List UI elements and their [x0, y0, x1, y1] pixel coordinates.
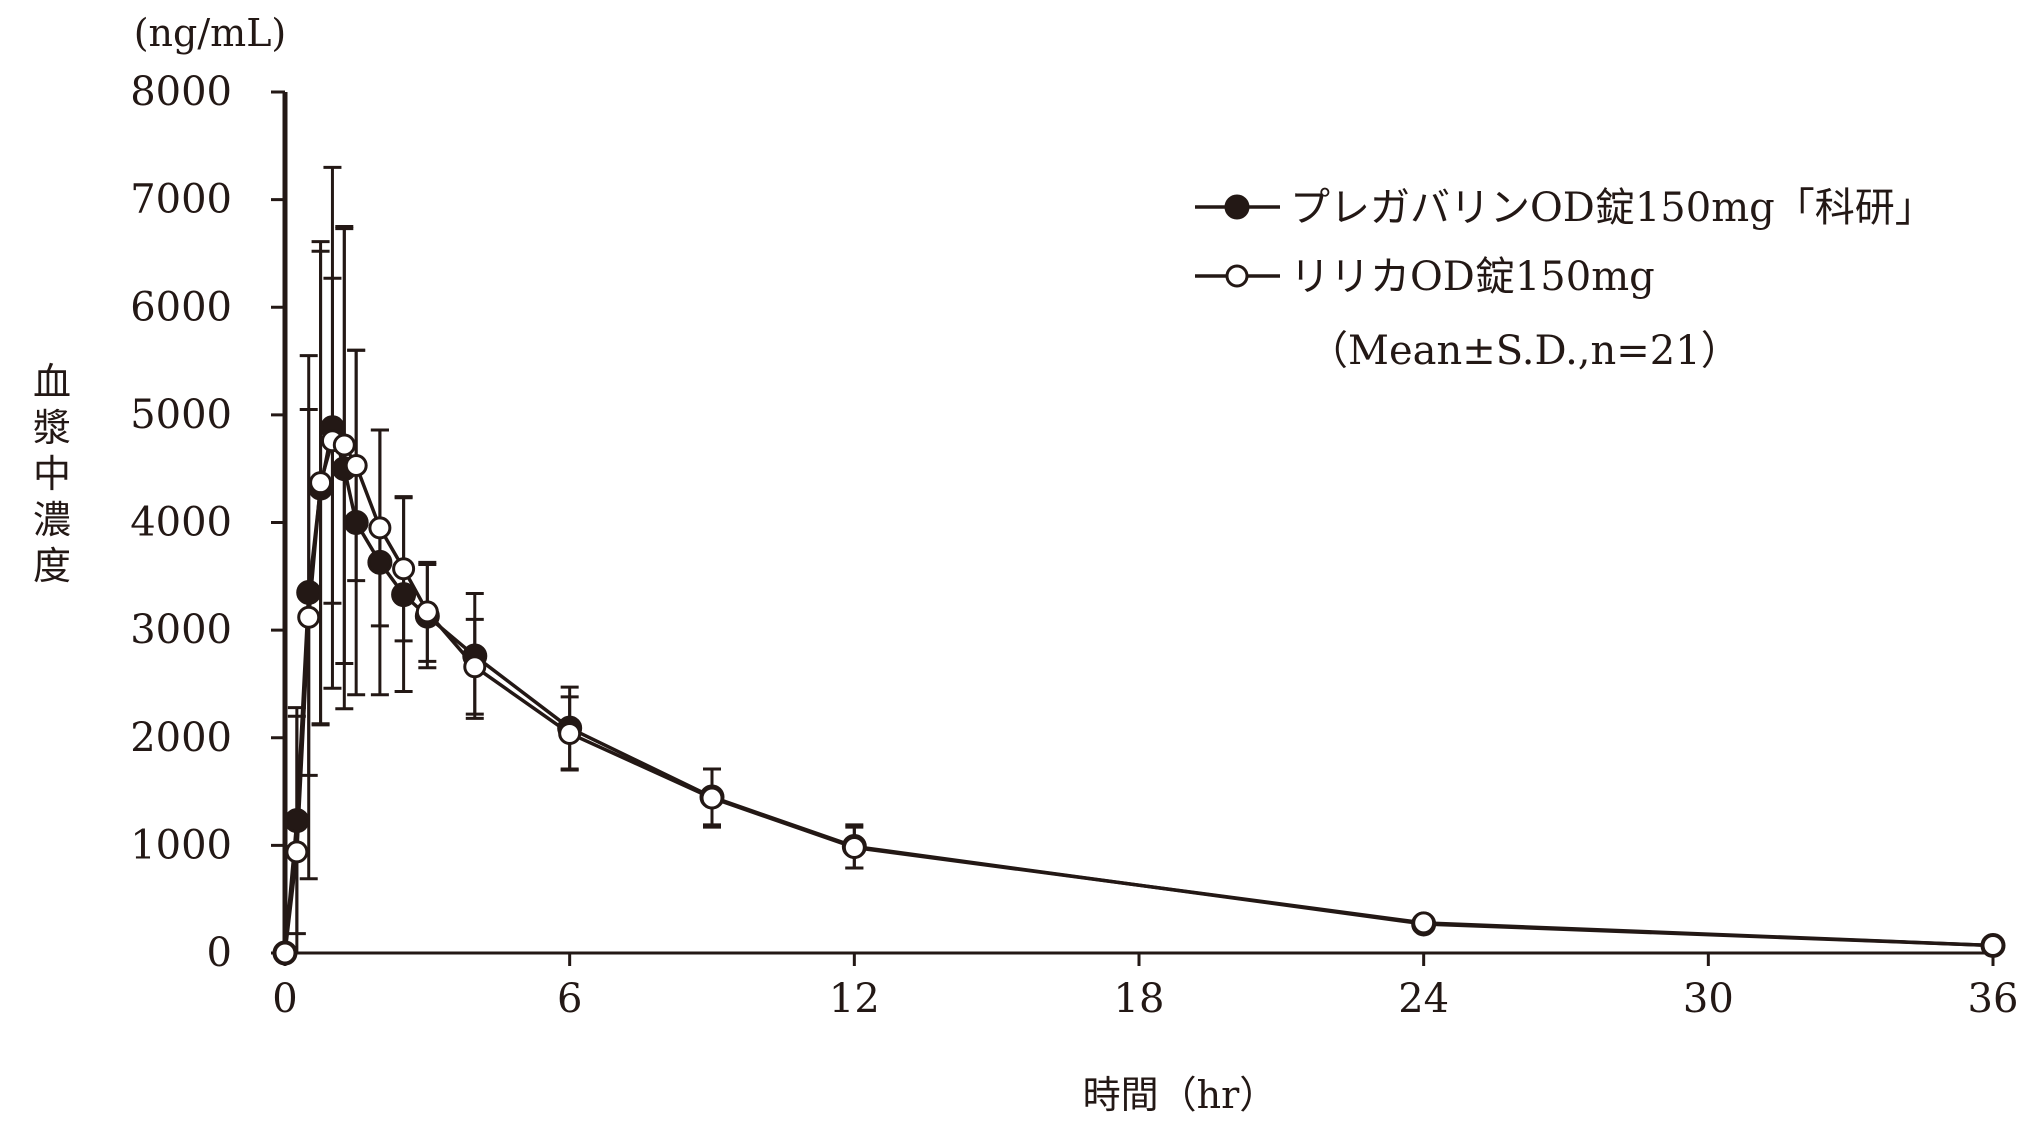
- y-axis-title: 血漿中濃度: [33, 360, 71, 588]
- data-point: [391, 582, 417, 608]
- data-point: [309, 471, 333, 495]
- data-point: [273, 941, 297, 965]
- series-2-markers: [273, 429, 2005, 965]
- x-tick-label: 0: [272, 976, 297, 1022]
- y-ticks: 0 1000 2000 3000 4000 5000 6000 7000 8000: [130, 69, 285, 976]
- data-point: [558, 721, 582, 745]
- data-point: [1981, 933, 2005, 957]
- data-point: [415, 600, 439, 624]
- data-point: [285, 840, 309, 864]
- data-point: [463, 655, 487, 679]
- legend-note: （Mean±S.D.,n=21）: [1308, 328, 1741, 374]
- series-1: [283, 165, 1994, 954]
- y-tick-label: 6000: [130, 284, 232, 330]
- y-tick-label: 7000: [130, 177, 232, 223]
- legend: プレガバリンOD錠150mg「科研」 リリカOD錠150mg （Mean±S.D…: [1195, 185, 1935, 374]
- x-axis-title: 時間（hr）: [1083, 1073, 1278, 1117]
- data-point: [842, 836, 866, 860]
- data-point: [367, 549, 393, 575]
- data-point: [344, 453, 368, 477]
- y-tick-label: 4000: [130, 500, 232, 546]
- x-tick-label: 6: [557, 976, 582, 1022]
- data-point: [392, 557, 416, 581]
- data-point: [332, 433, 356, 457]
- x-tick-label: 12: [829, 976, 880, 1022]
- y-unit-label: (ng/mL): [134, 11, 287, 55]
- legend-label-series-2: リリカOD錠150mg: [1290, 254, 1655, 300]
- data-point: [1412, 911, 1436, 935]
- y-tick-label: 3000: [130, 607, 232, 653]
- series-line: [283, 438, 1994, 954]
- legend-marker-series-2: [1225, 264, 1249, 288]
- y-tick-label: 8000: [130, 69, 232, 115]
- x-tick-label: 36: [1968, 976, 2019, 1022]
- y-tick-label: 1000: [130, 822, 232, 868]
- y-tick-label: 5000: [130, 392, 232, 438]
- legend-label-series-1: プレガバリンOD錠150mg「科研」: [1290, 185, 1935, 231]
- data-point: [296, 579, 322, 605]
- data-point: [700, 786, 724, 810]
- x-tick-label: 24: [1398, 976, 1449, 1022]
- x-tick-label: 18: [1114, 976, 1165, 1022]
- data-point: [297, 605, 321, 629]
- series-line: [283, 426, 1994, 954]
- data-point: [284, 808, 310, 834]
- x-tick-label: 30: [1683, 976, 1734, 1022]
- series-1-markers: [272, 415, 2006, 966]
- series: [272, 165, 2006, 966]
- data-point: [343, 510, 369, 535]
- y-tick-label: 2000: [130, 715, 232, 761]
- y-tick-label: 0: [207, 930, 232, 976]
- data-point: [368, 516, 392, 540]
- x-ticks: 0 6 12 18 24 30 36: [272, 953, 2018, 1022]
- legend-marker-series-1: [1224, 194, 1250, 220]
